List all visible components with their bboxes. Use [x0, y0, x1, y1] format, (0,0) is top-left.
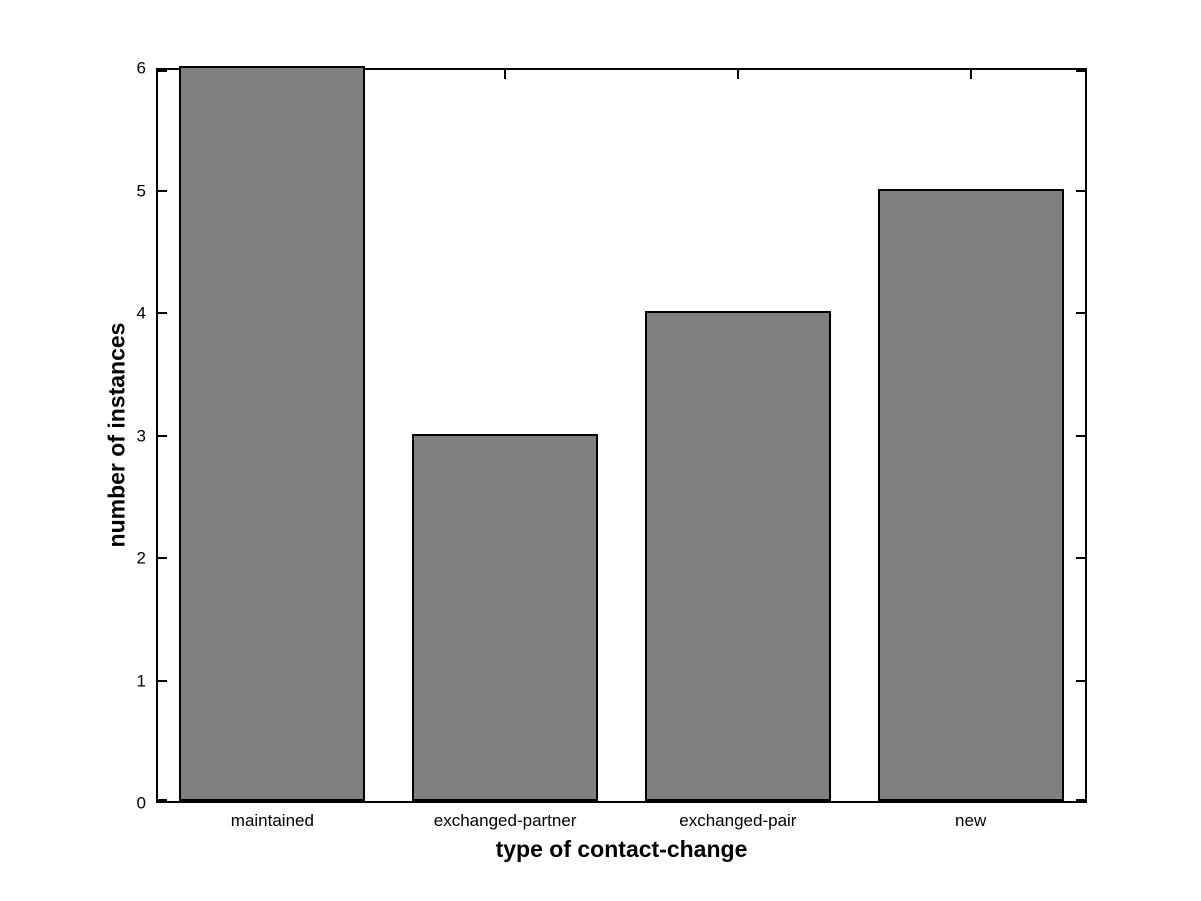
y-tick-label-5: 5	[136, 181, 146, 200]
x-axis-title: type of contact-change	[495, 836, 748, 862]
y-tick-right-1	[1076, 679, 1085, 682]
y-tick-label-0: 0	[136, 793, 146, 813]
y-tick-right-5	[1076, 189, 1085, 192]
y-tick-right-4	[1076, 312, 1085, 314]
y-tick-right-3	[1076, 434, 1085, 437]
y-tick-left-4	[158, 312, 167, 314]
x-tick-top-new	[969, 70, 972, 79]
y-tick-left-1	[158, 679, 167, 682]
x-tick-label-exchanged-pair: exchanged-pair	[679, 811, 797, 830]
y-tick-left-3	[158, 434, 167, 437]
x-tick-label-exchanged-partner: exchanged-partner	[433, 811, 577, 830]
x-tick-label-new: new	[955, 811, 987, 830]
y-tick-label-2: 2	[136, 548, 146, 568]
y-tick-label-4: 4	[136, 303, 146, 323]
y-tick-right-0	[1076, 799, 1085, 801]
bar-exchanged-partner	[412, 433, 599, 801]
x-tick-top-exchanged-partner	[504, 70, 507, 79]
y-tick-right-2	[1076, 557, 1085, 559]
bar-maintained	[179, 66, 366, 801]
x-tick-top-exchanged-pair	[736, 70, 739, 79]
y-tick-label-3: 3	[136, 426, 146, 445]
plot-area	[156, 66, 1087, 803]
x-tick-label-maintained: maintained	[230, 811, 314, 830]
y-tick-left-2	[158, 557, 167, 559]
bar-new	[877, 188, 1064, 801]
y-tick-label-6: 6	[136, 58, 146, 78]
y-tick-label-1: 1	[136, 671, 146, 690]
bar-exchanged-pair	[644, 311, 831, 801]
y-tick-left-5	[158, 189, 167, 192]
y-tick-left-6	[158, 70, 167, 72]
y-tick-right-6	[1076, 70, 1085, 72]
y-tick-left-0	[158, 799, 167, 801]
